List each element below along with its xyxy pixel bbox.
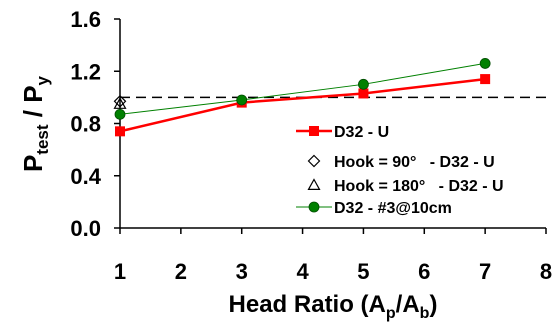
data-point-3 bbox=[479, 58, 491, 69]
data-point-0 bbox=[115, 126, 125, 137]
x-axis-title-sub1: p bbox=[386, 305, 396, 322]
x-axis-title-main: Head Ratio (A bbox=[229, 291, 386, 318]
series-line-3 bbox=[119, 62, 486, 115]
legend-label: D32 - #3@10cm bbox=[334, 200, 452, 217]
y-axis-title-mid: / P bbox=[18, 85, 48, 124]
legend-marker bbox=[308, 201, 320, 213]
legend-label: D32 - U bbox=[334, 124, 389, 141]
x-axis-title-end: ) bbox=[429, 291, 437, 318]
y-tick-label: 1.2 bbox=[70, 59, 101, 84]
data-point-3 bbox=[114, 108, 126, 120]
y-axis-title-sub1: test bbox=[33, 124, 52, 155]
legend-marker bbox=[307, 178, 321, 190]
data-point-3 bbox=[358, 78, 369, 90]
data-point-0 bbox=[358, 88, 369, 99]
data-point-0 bbox=[480, 74, 491, 85]
y-tick-label: 0.8 bbox=[70, 112, 101, 137]
y-tick-label: 0.0 bbox=[70, 216, 101, 241]
y-tick-label: 1.6 bbox=[70, 7, 101, 32]
y-axis-title-main: P bbox=[18, 155, 48, 172]
legend-marker bbox=[307, 154, 321, 168]
x-tick-label: 2 bbox=[175, 259, 187, 284]
data-point-3 bbox=[236, 94, 248, 106]
x-tick-label: 7 bbox=[479, 259, 491, 284]
y-tick-label: 0.4 bbox=[70, 164, 101, 189]
series-line-0 bbox=[119, 77, 486, 133]
x-tick-label: 5 bbox=[357, 259, 369, 284]
legend: D32 - U Hook = 90° - D32 - U Hook = 180° -… bbox=[296, 124, 504, 217]
x-axis-title-mid: /A bbox=[396, 291, 420, 318]
legend-label: Hook = 180° - D32 - U bbox=[334, 178, 504, 195]
legend-label: Hook = 90° - D32 - U bbox=[334, 154, 495, 171]
y-axis-title: Ptest / Py bbox=[18, 75, 52, 172]
x-tick-label: 3 bbox=[236, 259, 248, 284]
x-tick-label: 4 bbox=[296, 259, 309, 284]
legend-marker bbox=[309, 126, 319, 136]
x-tick-label: 1 bbox=[114, 259, 126, 284]
x-tick-label: 8 bbox=[540, 259, 552, 284]
data-point-2 bbox=[113, 97, 127, 109]
x-axis-title: Head Ratio (Ap/Ab) bbox=[229, 291, 438, 322]
y-axis-title-sub2: y bbox=[33, 75, 52, 85]
x-tick-label: 6 bbox=[418, 259, 430, 284]
data-point-1 bbox=[113, 94, 127, 108]
x-axis-title-sub2: b bbox=[420, 305, 430, 322]
